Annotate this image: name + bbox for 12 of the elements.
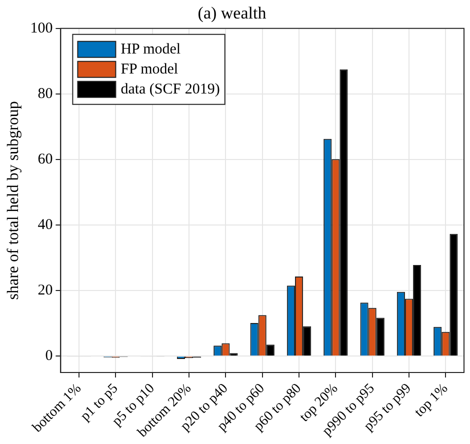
y-tick-label: 0	[45, 348, 53, 364]
y-tick-label: 60	[38, 151, 53, 168]
legend-label: data (SCF 2019)	[120, 81, 220, 98]
y-tick-label: 40	[38, 216, 53, 233]
x-tick-label: top 1%	[412, 380, 452, 420]
chart-title: (a) wealth	[198, 4, 267, 23]
legend-label: FP model	[120, 61, 178, 78]
y-tick-label: 80	[38, 86, 53, 102]
y-tick-label: 100	[30, 20, 53, 36]
y-tick-label: 20	[38, 282, 53, 298]
y-axis-title: share of total held by subgroup	[4, 101, 22, 300]
legend-label: HP model	[120, 41, 181, 58]
